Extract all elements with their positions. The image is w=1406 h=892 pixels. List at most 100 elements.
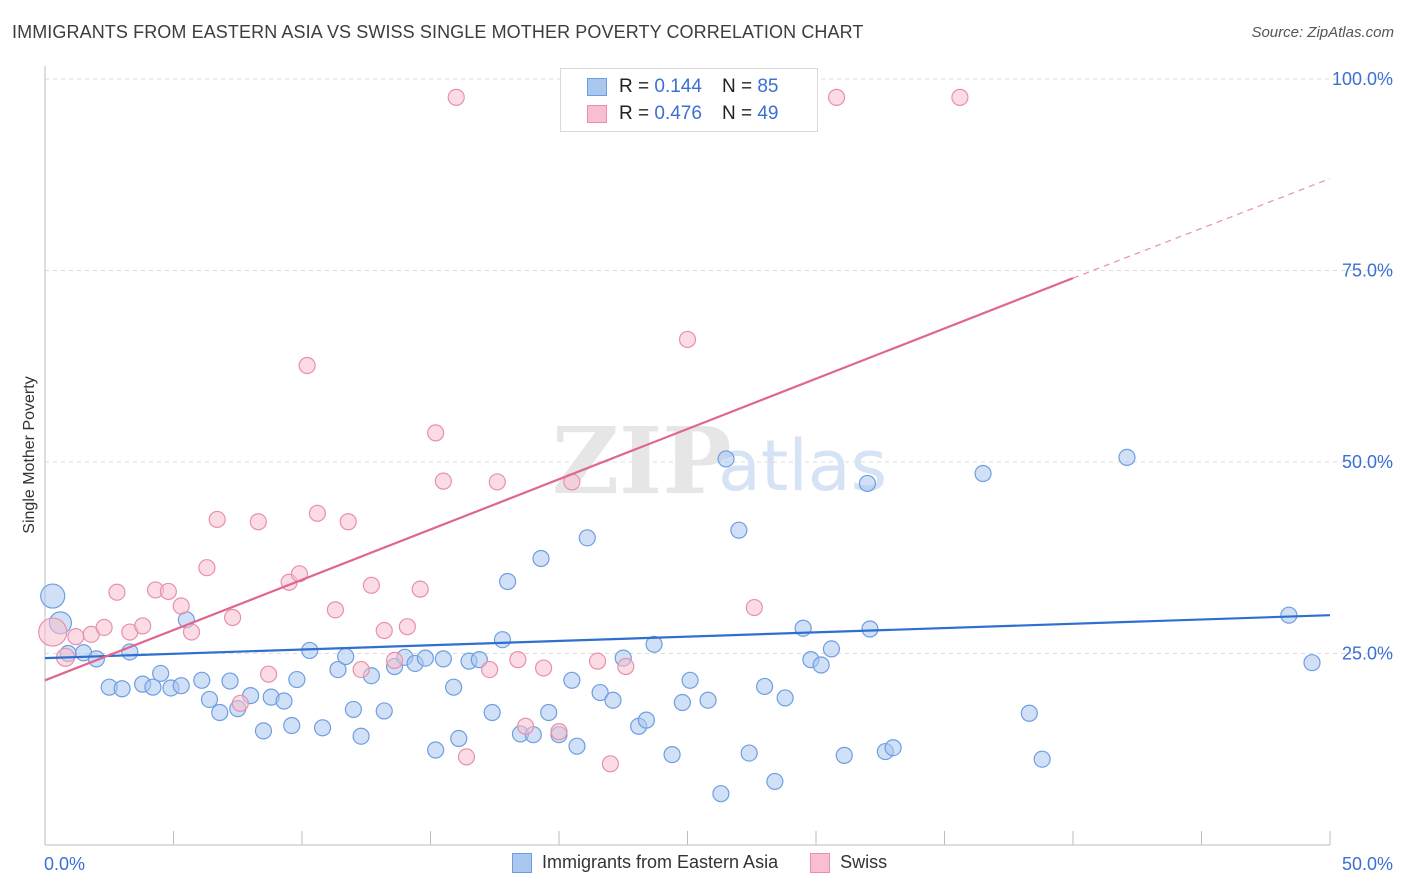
swiss-point <box>172 597 190 615</box>
swiss-point <box>326 601 345 619</box>
swiss-point <box>447 88 465 106</box>
eastern-asia-point <box>717 450 735 468</box>
bottom-legend-label: Swiss <box>840 852 888 872</box>
eastern-asia-point <box>416 649 434 667</box>
y-axis-label: Single Mother Poverty <box>21 376 38 534</box>
eastern-asia-point <box>858 474 877 493</box>
eastern-asia-point <box>200 690 219 709</box>
swiss-point <box>601 755 620 773</box>
eastern-asia-point <box>730 521 748 539</box>
eastern-asia-point <box>113 680 131 698</box>
eastern-asia-point <box>375 702 393 720</box>
legend-r-label: R = <box>619 76 650 97</box>
eastern-asia-point <box>344 700 362 719</box>
swiss-point <box>411 580 429 598</box>
source-credit: Source: ZipAtlas.com <box>1251 24 1394 41</box>
eastern-asia-point <box>275 692 293 710</box>
bottom-legend-swatch-blue <box>512 852 532 873</box>
swiss-point <box>827 88 846 106</box>
eastern-asia-point <box>493 631 512 649</box>
eastern-asia-point <box>1033 750 1051 768</box>
eastern-asia-point <box>591 683 609 702</box>
eastern-asia-point <box>740 744 758 762</box>
legend-n-label: N = <box>721 103 753 124</box>
eastern-asia-point <box>152 664 170 683</box>
swiss-point <box>134 617 152 635</box>
swiss-trendline-extension <box>1072 178 1331 279</box>
eastern-asia-point <box>861 620 879 638</box>
swiss-point <box>385 651 404 669</box>
eastern-asia-point <box>434 650 452 668</box>
correlation-legend: R = 0.144 N = 85 R = 0.476 N = 49 <box>560 68 818 132</box>
swiss-point <box>352 660 370 679</box>
swiss-point <box>298 356 316 375</box>
eastern-asia-point <box>499 572 517 591</box>
eastern-asia-point <box>470 651 488 669</box>
eastern-asia-point <box>568 737 586 755</box>
watermark-zip: ZIP <box>552 407 731 515</box>
y-tick-label: 100.0% <box>1332 69 1393 89</box>
eastern-asia-point <box>483 703 501 722</box>
bottom-legend-label: Immigrants from Eastern Asia <box>542 852 779 872</box>
eastern-asia-point <box>663 746 681 764</box>
eastern-asia-point <box>172 677 190 695</box>
swiss-point <box>375 621 393 640</box>
eastern-asia-point <box>884 739 902 757</box>
eastern-asia-point <box>532 549 550 568</box>
swiss-point <box>231 694 249 712</box>
legend-n-value: 85 <box>757 76 779 97</box>
swiss-point <box>509 651 527 669</box>
legend-n-value: 49 <box>757 103 779 124</box>
eastern-asia-point <box>835 746 853 764</box>
bottom-legend-swiss: Swiss <box>810 852 887 873</box>
swiss-point <box>745 598 763 617</box>
swiss-point <box>488 473 506 491</box>
swiss-point <box>457 748 476 766</box>
eastern-asia-point <box>578 529 596 547</box>
eastern-asia-point <box>445 678 463 696</box>
legend-r-value: 0.144 <box>654 76 702 97</box>
swiss-point <box>95 618 113 637</box>
swiss-point <box>224 608 242 627</box>
eastern-asia-point <box>40 583 66 609</box>
eastern-asia-point <box>450 729 468 748</box>
legend-r-value: 0.476 <box>654 103 702 124</box>
eastern-asia-point <box>352 727 370 745</box>
eastern-asia-point <box>540 703 558 722</box>
swiss-point <box>108 583 126 601</box>
eastern-asia-point <box>645 635 663 653</box>
legend-swatch-blue <box>587 78 607 96</box>
eastern-asia-trendline <box>44 614 1331 660</box>
swiss-point <box>481 660 499 679</box>
eastern-asia-point <box>254 722 273 740</box>
legend-r-label: R = <box>619 103 650 124</box>
bottom-legend-eastern-asia: Immigrants from Eastern Asia <box>512 852 778 873</box>
eastern-asia-point <box>337 647 355 666</box>
legend-n-label: N = <box>721 76 753 97</box>
swiss-point <box>427 424 445 442</box>
eastern-asia-point <box>211 703 229 722</box>
eastern-asia-point <box>673 693 691 712</box>
x-tick-label: 0.0% <box>44 854 85 874</box>
y-tick-label: 75.0% <box>1342 261 1393 281</box>
y-tick-label: 50.0% <box>1342 452 1393 472</box>
eastern-asia-point <box>1118 448 1136 467</box>
eastern-asia-point <box>822 640 841 658</box>
eastern-asia-point <box>288 670 306 689</box>
swiss-trendline <box>44 277 1074 682</box>
y-tick-label: 25.0% <box>1342 644 1393 664</box>
eastern-asia-point <box>637 711 655 729</box>
swiss-point <box>534 659 553 677</box>
bottom-legend-swatch-pink <box>810 852 831 873</box>
swiss-point <box>434 472 452 490</box>
eastern-asia-point <box>699 691 717 709</box>
swiss-point <box>678 330 697 349</box>
swiss-point <box>208 510 226 529</box>
eastern-asia-point <box>193 671 211 689</box>
watermark-atlas: atlas <box>718 425 887 507</box>
swiss-point <box>67 628 85 646</box>
eastern-asia-point <box>681 671 699 689</box>
bottom-legend: Immigrants from Eastern Asia Swiss <box>512 852 919 873</box>
eastern-asia-point <box>812 656 830 674</box>
